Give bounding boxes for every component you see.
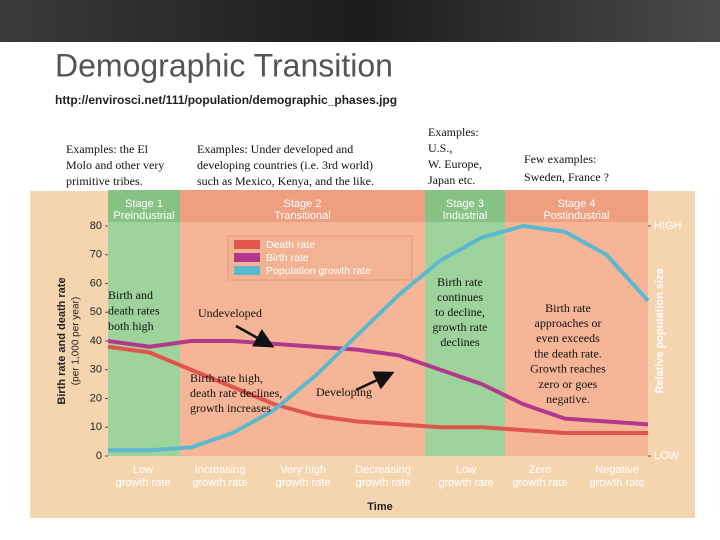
- stage-header: [505, 190, 648, 222]
- legend-swatch: [234, 253, 260, 262]
- y2-tick-label: HIGH: [654, 220, 682, 232]
- growth-label: Zero: [529, 464, 552, 476]
- stage-name: Stage 4: [558, 198, 596, 210]
- y2-axis-label: Relative population size: [654, 268, 666, 393]
- annotation: continues: [437, 290, 483, 304]
- annotation: death rate declines,: [190, 386, 282, 400]
- annotation: even exceeds: [536, 331, 600, 345]
- growth-label: growth rate: [275, 477, 330, 489]
- stage-header: [108, 190, 180, 222]
- growth-label: Low: [133, 464, 153, 476]
- y-tick-label: 0: [96, 450, 102, 462]
- annotation: Few examples:: [524, 152, 596, 166]
- annotation: primitive tribes.: [66, 174, 143, 188]
- source-url: http://envirosci.net/111/population/demo…: [55, 93, 397, 107]
- y-axis-label: (per 1,000 per year): [71, 297, 82, 385]
- growth-label: growth rate: [192, 477, 247, 489]
- stage-header: [180, 190, 425, 222]
- stage-label: Industrial: [443, 210, 488, 222]
- annotation: Birth rate high,: [190, 371, 263, 385]
- y-tick-label: 10: [90, 421, 102, 433]
- y-tick-label: 20: [90, 392, 102, 404]
- y-tick-label: 60: [90, 277, 102, 289]
- annotation: Birth rate: [437, 275, 483, 289]
- annotation: W. Europe,: [428, 157, 482, 171]
- stage-name: Stage 3: [446, 198, 484, 210]
- annotation: U.S.,: [428, 141, 452, 155]
- y-axis-label: Birth rate and death rate: [56, 277, 68, 404]
- growth-label: Negative: [595, 464, 638, 476]
- annotation: growth increases: [190, 401, 271, 415]
- annotation: Growth reaches: [530, 362, 606, 376]
- annotation: approaches or: [535, 316, 602, 330]
- x-axis-label: Time: [367, 501, 392, 513]
- y-tick-label: 80: [90, 220, 102, 232]
- y-tick-label: 70: [90, 249, 102, 261]
- annotation: Birth rate: [545, 301, 591, 315]
- annotation: developing countries (i.e. 3rd world): [197, 158, 373, 172]
- legend-label: Population growth rate: [266, 265, 371, 277]
- y2-tick-label: LOW: [654, 450, 680, 462]
- annotation: Japan etc.: [428, 173, 475, 187]
- stage-name: Stage 1: [125, 198, 163, 210]
- growth-label: growth rate: [438, 477, 493, 489]
- annotation: Molo and other very: [66, 158, 164, 172]
- annotation: both high: [108, 319, 154, 333]
- growth-label: growth rate: [115, 477, 170, 489]
- y-tick-label: 40: [90, 335, 102, 347]
- series-line: [107, 344, 648, 435]
- annotation: Birth and: [108, 288, 153, 302]
- stage-header: [425, 190, 505, 222]
- stage-label: Postindustrial: [543, 210, 609, 222]
- annotation: zero or goes: [539, 377, 598, 391]
- annotation: growth rate: [433, 320, 488, 334]
- growth-label: Very high: [280, 464, 326, 476]
- stage-label: Transitional: [274, 210, 330, 222]
- growth-label: Decreasing: [355, 464, 411, 476]
- annotation: Undeveloped: [198, 306, 262, 320]
- annotation: Examples:: [428, 125, 479, 139]
- annotation: Examples: Under developed and: [197, 142, 353, 156]
- legend-label: Death rate: [266, 239, 315, 251]
- legend-swatch: [234, 266, 260, 275]
- legend-swatch: [234, 240, 260, 249]
- growth-label: Increasing: [195, 464, 246, 476]
- annotation: to decline,: [435, 305, 485, 319]
- y-tick-label: 50: [90, 306, 102, 318]
- header-strip: [0, 0, 720, 42]
- stage-name: Stage 2: [284, 198, 322, 210]
- growth-label: growth rate: [589, 477, 644, 489]
- y-tick-label: 30: [90, 364, 102, 376]
- stage-label: Preindustrial: [113, 210, 174, 222]
- series-line: [107, 339, 649, 427]
- annotation: death rates: [108, 303, 160, 317]
- growth-label: growth rate: [512, 477, 567, 489]
- arrow: [235, 324, 275, 348]
- series-line: [108, 224, 650, 453]
- arrow: [355, 371, 395, 392]
- growth-label: Low: [456, 464, 476, 476]
- annotation: Examples: the El: [66, 142, 149, 156]
- annotation: declines: [440, 335, 480, 349]
- stage-band: [108, 222, 180, 456]
- annotation: negative.: [546, 392, 590, 406]
- legend-label: Birth rate: [266, 252, 309, 264]
- stage-band: [505, 222, 648, 456]
- annotation: such as Mexico, Kenya, and the like.: [197, 174, 374, 188]
- examples-area: [30, 125, 695, 191]
- slide-title: Demographic Transition: [55, 47, 393, 83]
- annotation: the death rate.: [534, 346, 602, 360]
- annotation: Sweden, France ?: [524, 170, 609, 184]
- growth-label: growth rate: [355, 477, 410, 489]
